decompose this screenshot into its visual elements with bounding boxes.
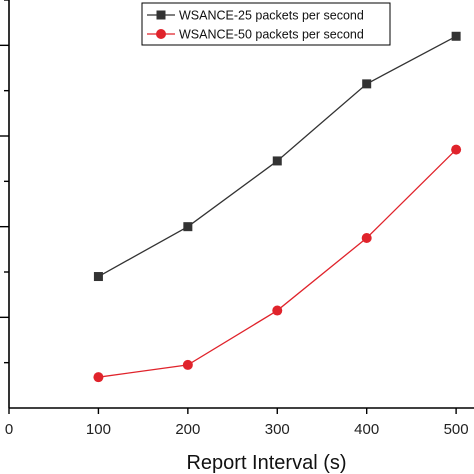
x-axis-label: Report Interval (s) (186, 452, 346, 474)
legend-box (141, 2, 391, 46)
chart-axes (8, 0, 474, 409)
x-tick-label: 500 (444, 421, 469, 438)
series-1 (93, 31, 461, 282)
data-point-square (272, 156, 282, 166)
series-line (98, 149, 457, 378)
legend-label: WSANCE-25 packets per second (179, 9, 364, 23)
legend: WSANCE-25 packets per second WSANCE-50 pa… (141, 2, 391, 46)
data-point-square (362, 79, 372, 89)
data-point-square (451, 31, 461, 41)
data-point-circle (361, 233, 372, 243)
y-axis-ticks (0, 0, 9, 364)
data-point-square (183, 222, 193, 232)
x-tick-label: 400 (354, 421, 379, 438)
data-point-circle (182, 359, 193, 370)
legend-marker-circle (156, 29, 166, 39)
legend-marker-square (156, 10, 166, 20)
data-point-square (93, 272, 103, 282)
legend-item: WSANCE-50 packets per second (147, 28, 364, 42)
data-point-circle (451, 144, 462, 155)
series-2 (93, 144, 462, 383)
chart-series (93, 31, 462, 383)
x-tick-label: 300 (265, 421, 290, 438)
x-tick-label: 100 (86, 421, 111, 438)
legend-item: WSANCE-25 packets per second (147, 9, 364, 23)
data-point-circle (93, 372, 104, 383)
series-line (98, 35, 457, 278)
x-tick-label: 0 (5, 421, 13, 438)
legend-label: WSANCE-50 packets per second (179, 28, 364, 42)
data-point-circle (272, 305, 283, 316)
x-tick-label: 200 (175, 421, 200, 438)
x-axis-ticks: 0 100 200 300 400 500 (5, 408, 469, 438)
